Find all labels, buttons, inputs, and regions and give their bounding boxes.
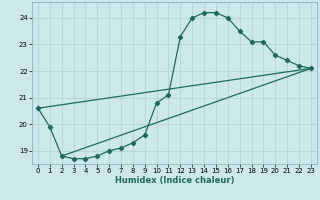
X-axis label: Humidex (Indice chaleur): Humidex (Indice chaleur) xyxy=(115,176,234,185)
